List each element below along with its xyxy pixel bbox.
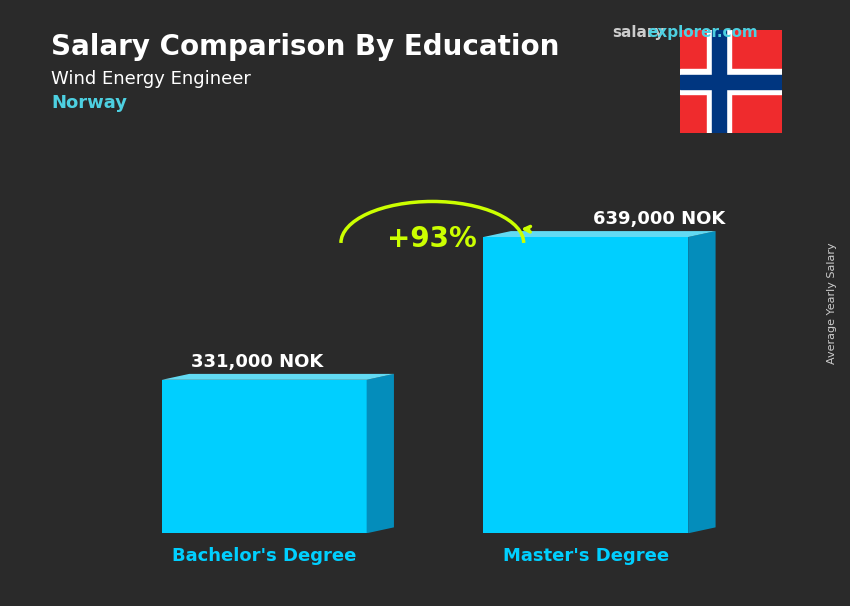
Bar xyxy=(711,30,726,133)
Text: Wind Energy Engineer: Wind Energy Engineer xyxy=(51,70,251,88)
Text: Norway: Norway xyxy=(51,94,127,112)
Text: 639,000 NOK: 639,000 NOK xyxy=(592,210,725,228)
Polygon shape xyxy=(366,374,394,533)
Text: 331,000 NOK: 331,000 NOK xyxy=(190,353,323,371)
Bar xyxy=(484,237,688,533)
Text: +93%: +93% xyxy=(388,225,477,253)
Text: explorer.com: explorer.com xyxy=(648,25,758,41)
Bar xyxy=(680,75,782,89)
Bar xyxy=(162,380,366,533)
Text: Average Yearly Salary: Average Yearly Salary xyxy=(827,242,837,364)
Polygon shape xyxy=(484,231,716,237)
Bar xyxy=(706,30,731,133)
Bar xyxy=(680,70,782,94)
Polygon shape xyxy=(688,231,716,533)
Text: Salary Comparison By Education: Salary Comparison By Education xyxy=(51,33,559,61)
Text: salary: salary xyxy=(612,25,665,41)
Polygon shape xyxy=(162,374,394,380)
